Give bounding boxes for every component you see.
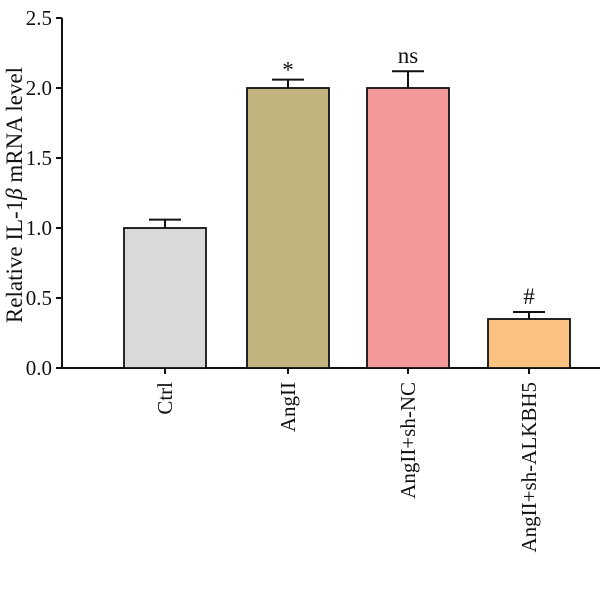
y-tick-label: 2.5 xyxy=(26,6,52,30)
bar-angii-sh-nc xyxy=(366,87,450,369)
x-tick-label: AngII+sh-ALKBH5 xyxy=(517,382,541,553)
x-tick-label: AngII+sh-NC xyxy=(396,382,420,499)
y-tick-label: 1.5 xyxy=(26,146,52,170)
y-tick-label: 1.0 xyxy=(26,216,52,240)
y-axis-title: Relative IL-1β mRNA level xyxy=(2,67,27,323)
plot-area: 0.0 0.5 1.0 1.5 2.0 2.5 Ctrl * AngII ns AngII+sh-N… xyxy=(26,6,600,553)
significance-label: * xyxy=(282,58,294,83)
x-tick-label: AngII xyxy=(276,382,300,432)
y-tick-label: 2.0 xyxy=(26,76,52,100)
significance-label: ns xyxy=(398,43,419,68)
x-tick-label: Ctrl xyxy=(153,382,177,415)
y-tick-label: 0.0 xyxy=(26,356,52,380)
bar-angii-sh-alkbh5 xyxy=(487,318,571,369)
significance-label: # xyxy=(523,284,535,309)
bar-angii xyxy=(246,87,330,369)
bar-ctrl xyxy=(123,227,207,369)
y-tick-label: 0.5 xyxy=(26,286,52,310)
